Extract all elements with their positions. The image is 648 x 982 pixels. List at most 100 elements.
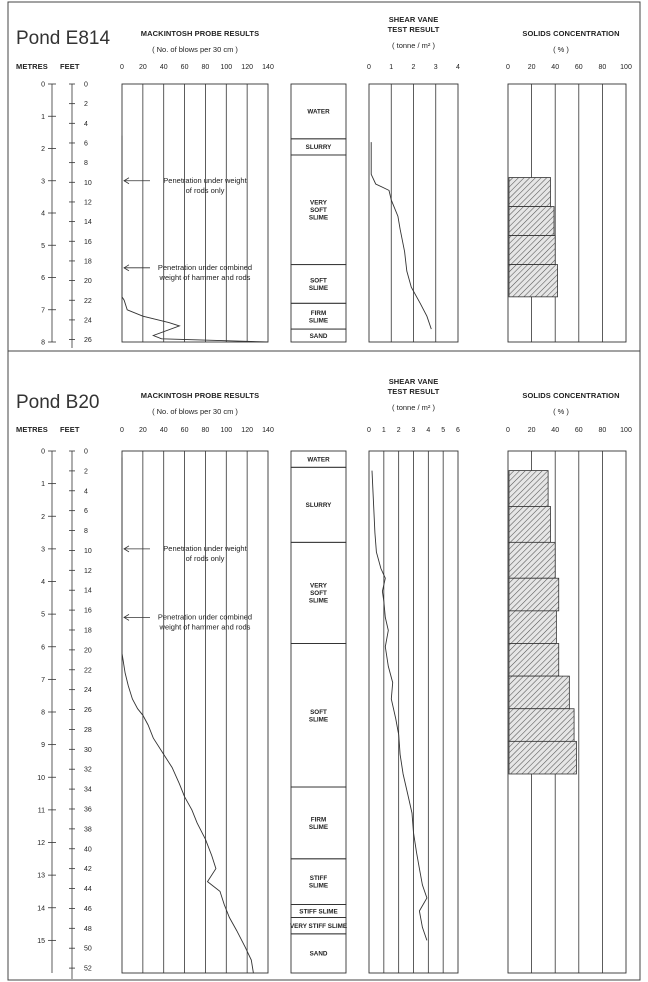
feet-tick-label: 8 xyxy=(84,528,88,535)
feet-tick-label: 48 xyxy=(84,926,92,933)
probe-title: MACKINTOSH PROBE RESULTS xyxy=(141,391,259,400)
vane-tick-label: 6 xyxy=(456,427,460,434)
feet-tick-label: 18 xyxy=(84,627,92,634)
solids-tick-label: 20 xyxy=(528,427,536,434)
feet-tick-label: 20 xyxy=(84,647,92,654)
solids-tick-label: 100 xyxy=(620,64,632,71)
metres-tick-label: 8 xyxy=(41,340,45,347)
soil-layer-label: SLIME xyxy=(309,883,328,890)
solids-bar xyxy=(508,577,560,612)
vane-tick-label: 1 xyxy=(389,64,393,71)
metres-tick-label: 1 xyxy=(41,481,45,488)
probe-tick-label: 20 xyxy=(139,64,147,71)
annotation-text: Penetration under combined xyxy=(158,612,252,621)
solids-bar xyxy=(508,610,557,644)
soil-layer-label: SAND xyxy=(310,333,328,340)
feet-tick-label: 32 xyxy=(84,767,92,774)
solids-bar xyxy=(508,177,551,207)
solids-bar xyxy=(508,643,560,677)
annotation-text: of rods only xyxy=(186,186,225,195)
annotation-text: of rods only xyxy=(186,554,225,563)
solids-bar xyxy=(508,506,551,543)
outer-border xyxy=(7,1,641,981)
metres-label: METRES xyxy=(16,62,48,71)
metres-tick-label: 3 xyxy=(41,178,45,185)
vane-tick-label: 5 xyxy=(441,427,445,434)
solids-bar xyxy=(508,264,558,298)
solids-bar xyxy=(508,541,556,579)
solids-tick-label: 60 xyxy=(575,427,583,434)
metres-label: METRES xyxy=(16,425,48,434)
probe-subtitle: ( No. of blows per 30 cm ) xyxy=(152,45,238,54)
soil-layer-label: WATER xyxy=(307,109,330,116)
annotation-text: Penetration under weight xyxy=(163,544,247,553)
feet-tick-label: 34 xyxy=(84,787,92,794)
probe-tick-label: 40 xyxy=(160,427,168,434)
feet-tick-label: 20 xyxy=(84,278,92,285)
annotation-arrowhead xyxy=(123,614,130,621)
feet-tick-label: 22 xyxy=(84,667,92,674)
solids-subtitle: ( % ) xyxy=(553,45,569,54)
solids-tick-label: 60 xyxy=(575,64,583,71)
soil-layer xyxy=(290,933,347,974)
probe-tick-label: 120 xyxy=(241,64,253,71)
solids-bar xyxy=(508,675,570,710)
metres-tick-label: 4 xyxy=(41,211,45,218)
feet-tick-label: 26 xyxy=(84,707,92,714)
solids-tick-label: 100 xyxy=(620,427,632,434)
probe-series-line xyxy=(121,135,269,343)
feet-label: FEET xyxy=(60,425,80,434)
probe-subtitle: ( No. of blows per 30 cm ) xyxy=(152,407,238,416)
vane-subtitle: ( tonne / m² ) xyxy=(392,41,435,50)
soil-layer-label: VERY STIFF SLIME xyxy=(290,923,347,930)
probe-tick-label: 140 xyxy=(262,427,274,434)
feet-tick-label: 6 xyxy=(84,140,88,147)
feet-tick-label: 6 xyxy=(84,508,88,515)
vane-series-line xyxy=(370,142,432,330)
metres-tick-label: 5 xyxy=(41,243,45,250)
metres-tick-label: 0 xyxy=(41,82,45,89)
metres-tick-label: 2 xyxy=(41,146,45,153)
feet-tick-label: 36 xyxy=(84,806,92,813)
soil-layer-label: SOFT xyxy=(310,709,327,716)
metres-tick-label: 1 xyxy=(41,114,45,121)
soil-layer xyxy=(290,328,347,343)
solids-bar xyxy=(508,206,555,236)
feet-label: FEET xyxy=(60,62,80,71)
pond-title: Pond E814 xyxy=(16,28,110,49)
solids-frame xyxy=(507,450,627,974)
metres-tick-label: 6 xyxy=(41,644,45,651)
metres-tick-label: 12 xyxy=(37,840,45,847)
annotation-arrowhead xyxy=(123,545,130,553)
metres-tick-label: 9 xyxy=(41,742,45,749)
soil-layer-label: VERY xyxy=(310,583,328,590)
solids-frame xyxy=(507,83,627,343)
annotation-text: Penetration under weight xyxy=(163,176,247,185)
feet-tick-label: 30 xyxy=(84,747,92,754)
vane-title: SHEAR VANE xyxy=(389,377,439,386)
probe-tick-label: 40 xyxy=(160,64,168,71)
vane-title-2: TEST RESULT xyxy=(388,25,440,34)
metres-tick-label: 5 xyxy=(41,612,45,619)
metres-tick-label: 11 xyxy=(38,807,45,814)
feet-tick-label: 16 xyxy=(84,239,92,246)
metres-tick-label: 7 xyxy=(41,307,45,314)
feet-tick-label: 50 xyxy=(84,946,92,953)
solids-bar xyxy=(508,740,577,775)
annotation-arrowhead xyxy=(123,264,130,272)
vane-tick-label: 3 xyxy=(412,427,416,434)
metres-tick-label: 6 xyxy=(41,275,45,282)
soil-layer-label: STIFF SLIME xyxy=(299,908,337,915)
feet-tick-label: 22 xyxy=(84,298,92,305)
metres-tick-label: 15 xyxy=(37,938,45,945)
feet-tick-label: 16 xyxy=(84,608,92,615)
vane-series-line xyxy=(371,470,428,941)
soil-layer-label: WATER xyxy=(307,456,330,463)
metres-tick-label: 13 xyxy=(37,873,45,880)
metres-tick-label: 14 xyxy=(37,905,45,912)
solids-bar xyxy=(508,235,556,265)
vane-title: SHEAR VANE xyxy=(389,15,439,24)
soil-layer-label: SLIME xyxy=(309,285,328,292)
probe-tick-label: 60 xyxy=(181,427,189,434)
solids-title: SOLIDS CONCENTRATION xyxy=(522,29,619,38)
